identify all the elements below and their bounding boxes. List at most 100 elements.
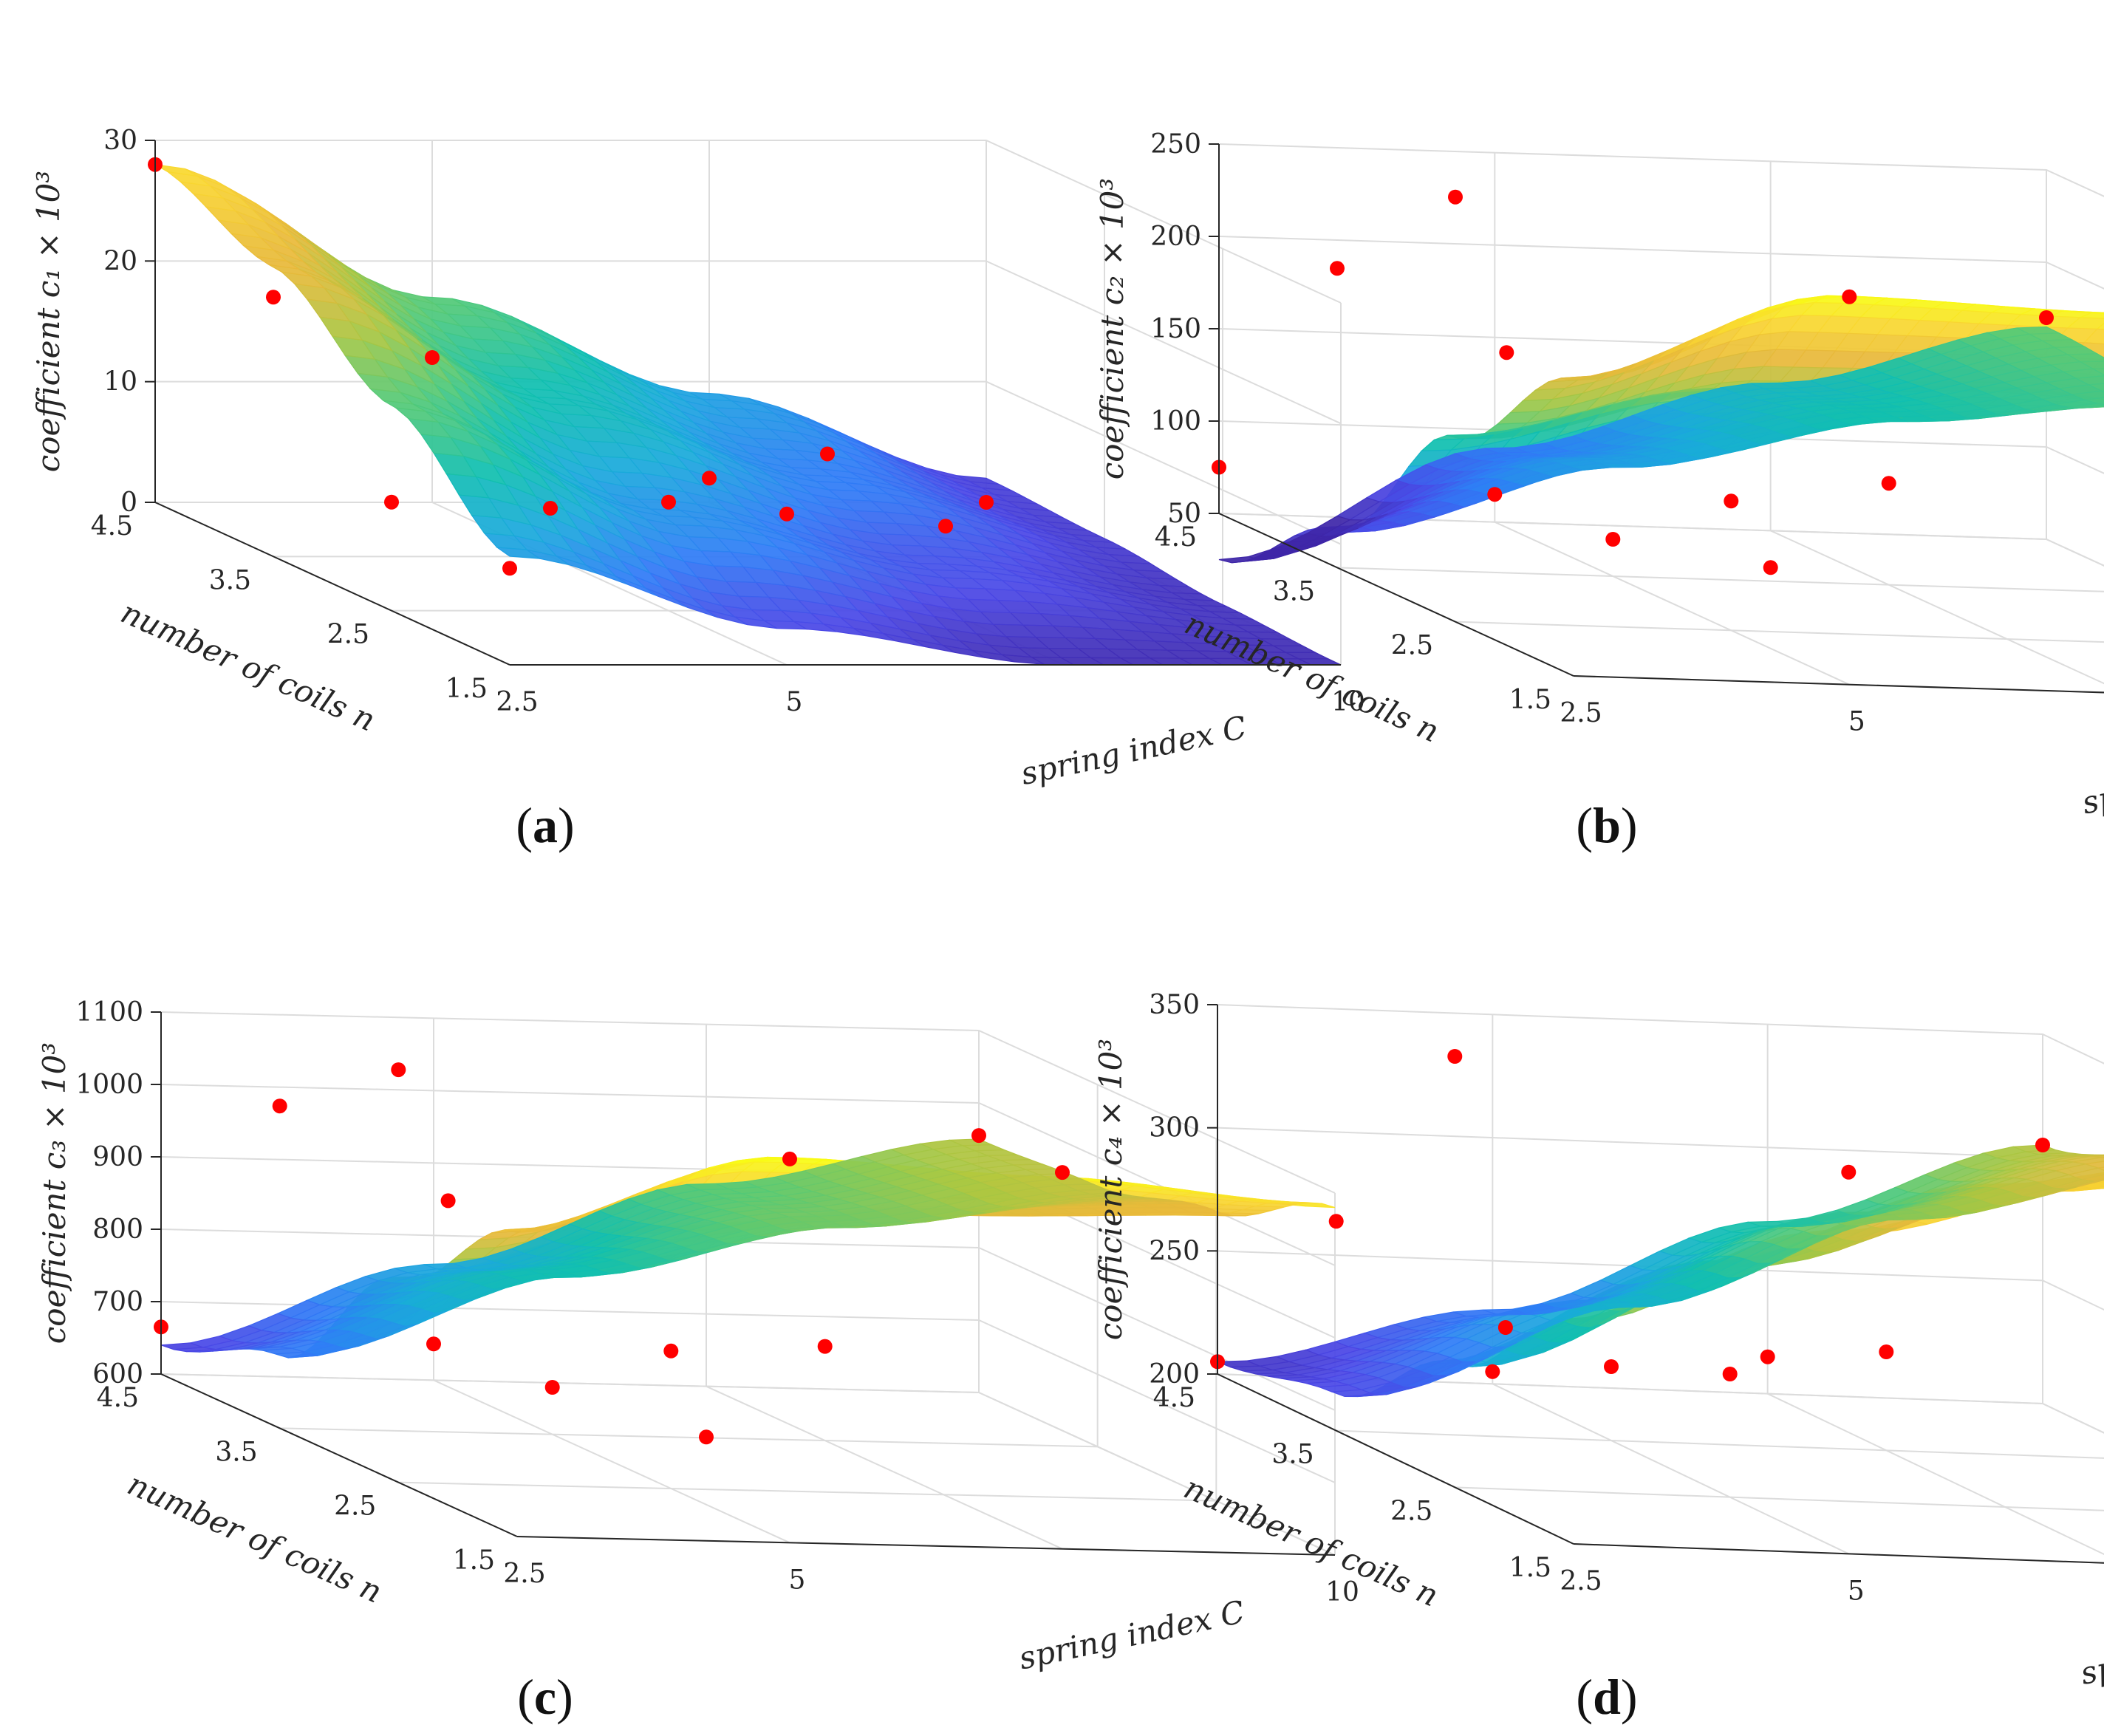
z-tick-label: 250 xyxy=(1150,129,1201,160)
panel-caption: (b) xyxy=(1576,797,1637,853)
z-axis-label: coefficient c₁ × 10³ xyxy=(30,171,66,472)
z-tick-label: 150 xyxy=(1150,314,1201,344)
data-point xyxy=(979,495,994,510)
x-tick-label: 5 xyxy=(786,687,803,717)
y-tick-label: 4.5 xyxy=(91,511,133,541)
data-point xyxy=(1448,189,1463,205)
data-point xyxy=(544,1380,560,1395)
data-point xyxy=(1763,560,1778,575)
z-axis-label: coefficient c₃ × 10³ xyxy=(36,1042,72,1344)
data-point xyxy=(1330,261,1345,276)
panel-caption-letter: d xyxy=(1593,1669,1621,1725)
data-point xyxy=(2035,1138,2050,1152)
data-point xyxy=(2039,310,2054,325)
panel-caption-letter: c xyxy=(534,1669,556,1725)
data-point xyxy=(266,290,281,305)
data-point xyxy=(779,506,794,522)
x-tick-label: 10 xyxy=(1331,687,1365,717)
data-point xyxy=(1842,289,1857,304)
y-tick-label: 1.5 xyxy=(1509,1553,1551,1583)
panel-caption: (c) xyxy=(517,1669,573,1725)
x-tick-label: 10 xyxy=(1325,1577,1359,1607)
y-tick-label: 2.5 xyxy=(1390,1496,1432,1526)
data-point xyxy=(820,446,835,462)
data-point xyxy=(502,561,517,576)
floor-gridline xyxy=(1455,621,2104,643)
data-point xyxy=(1841,1164,1857,1180)
panel-caption-letter: b xyxy=(1593,797,1621,853)
surface-patch xyxy=(1218,556,1262,564)
data-point xyxy=(440,1193,456,1209)
floor-gridline xyxy=(978,1392,1336,1556)
data-point xyxy=(1499,345,1514,360)
z-axis-label: coefficient c₂ × 10³ xyxy=(1094,178,1130,479)
y-tick-label: 2.5 xyxy=(334,1491,376,1522)
y-tick-label: 2.5 xyxy=(327,620,369,650)
data-point xyxy=(543,501,558,516)
z-tick-label: 1000 xyxy=(75,1070,143,1100)
y-tick-label: 3.5 xyxy=(215,1437,257,1467)
y-tick-label: 4.5 xyxy=(1155,522,1197,553)
data-point xyxy=(1055,1165,1070,1180)
data-point xyxy=(1447,1049,1463,1064)
z-tick-label: 100 xyxy=(1150,406,1201,437)
y-tick-label: 1.5 xyxy=(453,1545,495,1576)
floor-gridline xyxy=(160,1373,980,1393)
y-tick-label: 3.5 xyxy=(1271,1440,1314,1470)
data-point xyxy=(1881,476,1896,491)
z-tick-label: 1100 xyxy=(75,997,143,1028)
panel-caption: (a) xyxy=(516,797,574,853)
data-point xyxy=(1604,1359,1619,1374)
data-point xyxy=(663,1343,679,1359)
y-tick-label: 2.5 xyxy=(1391,631,1433,661)
panel-caption-letter: a xyxy=(533,797,558,853)
data-point xyxy=(1724,493,1739,509)
z-tick-label: 50 xyxy=(1167,499,1201,529)
y-axis-line xyxy=(1218,513,1574,677)
floor-gridline xyxy=(279,1427,1098,1448)
z-tick-label: 300 xyxy=(1149,1113,1200,1144)
y-tick-label: 1.5 xyxy=(445,674,488,704)
y-tick-label: 3.5 xyxy=(209,565,251,595)
floor-gridline xyxy=(433,1379,790,1544)
data-point xyxy=(425,350,440,365)
z-tick-label: 200 xyxy=(1150,222,1201,252)
x-axis-line xyxy=(1573,675,2104,694)
x-tick-label: 2.5 xyxy=(503,1559,545,1589)
z-tick-label: 20 xyxy=(103,246,137,276)
data-point xyxy=(1497,1320,1513,1335)
z-tick-label: 900 xyxy=(92,1142,143,1172)
z-tick-label: 0 xyxy=(120,488,137,518)
data-point xyxy=(938,519,953,534)
z-axis-label: coefficient c₄ × 10³ xyxy=(1093,1039,1129,1340)
x-tick-label: 2.5 xyxy=(1560,698,1602,728)
z-tick-label: 800 xyxy=(92,1214,143,1245)
data-point xyxy=(391,1062,406,1078)
x-tick-label: 2.5 xyxy=(496,687,538,717)
x-tick-label: 5 xyxy=(1848,1576,1865,1606)
y-tick-label: 4.5 xyxy=(97,1383,139,1413)
data-point xyxy=(384,494,399,510)
floor-gridline xyxy=(1336,567,2104,592)
y-tick-label: 3.5 xyxy=(1273,576,1315,606)
data-point xyxy=(1328,1214,1344,1229)
floor-gridline xyxy=(398,1481,1217,1502)
z-tick-label: 250 xyxy=(1149,1236,1200,1266)
data-point xyxy=(1879,1344,1894,1359)
panel-a: 0 10 20 30 4.5 3.5 2.5 1.5 2.5 5 10 coefficient c₁… xyxy=(30,126,1365,853)
x-tick-label: 5 xyxy=(1848,707,1865,737)
data-point xyxy=(1722,1367,1738,1381)
data-point xyxy=(661,494,676,510)
data-point xyxy=(1485,1364,1500,1379)
y-axis-line xyxy=(154,502,510,666)
data-point xyxy=(272,1098,287,1114)
data-point xyxy=(971,1128,986,1144)
floor-gridline xyxy=(706,1385,1063,1550)
data-point xyxy=(1760,1349,1775,1364)
z-tick-label: 700 xyxy=(92,1287,143,1317)
z-tick-label: 10 xyxy=(103,367,137,397)
data-point xyxy=(426,1336,441,1352)
x-tick-label: 5 xyxy=(789,1565,806,1595)
